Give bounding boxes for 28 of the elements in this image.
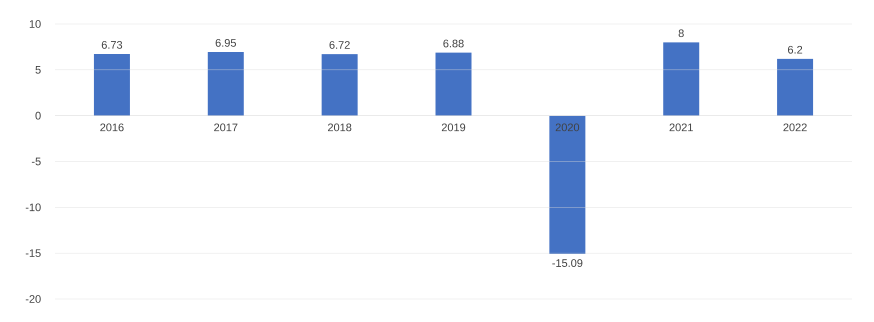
y-tick-label: -10 (26, 203, 41, 212)
data-label: 6.88 (443, 40, 464, 48)
y-tick-label: 0 (35, 112, 41, 120)
y-tick-label: -15 (26, 249, 41, 257)
x-tick-label: 2019 (442, 124, 466, 132)
y-tick-label: 5 (35, 66, 41, 74)
bar (549, 116, 586, 254)
data-label: 6.73 (102, 41, 122, 49)
bar (777, 58, 814, 116)
y-tick-label: -20 (26, 295, 41, 303)
data-label: 6.72 (330, 41, 350, 49)
y-tick-label: 10 (30, 20, 41, 28)
x-tick-label: 2016 (100, 124, 124, 132)
x-tick-label: 2018 (328, 124, 352, 132)
x-tick-label: 2020 (556, 124, 580, 132)
data-label: 6.2 (788, 46, 802, 54)
bar (322, 54, 358, 116)
x-tick-label: 2017 (214, 124, 238, 132)
bar (663, 42, 700, 116)
data-label: 8 (678, 29, 684, 38)
x-tick-label: 2022 (783, 124, 807, 132)
data-label: -15.09 (552, 259, 582, 267)
data-label: 6.95 (216, 39, 236, 47)
bar (94, 54, 130, 116)
bar (208, 52, 244, 116)
x-tick-label: 2021 (670, 124, 693, 132)
y-tick-label: -5 (32, 158, 41, 166)
bar (436, 52, 472, 116)
